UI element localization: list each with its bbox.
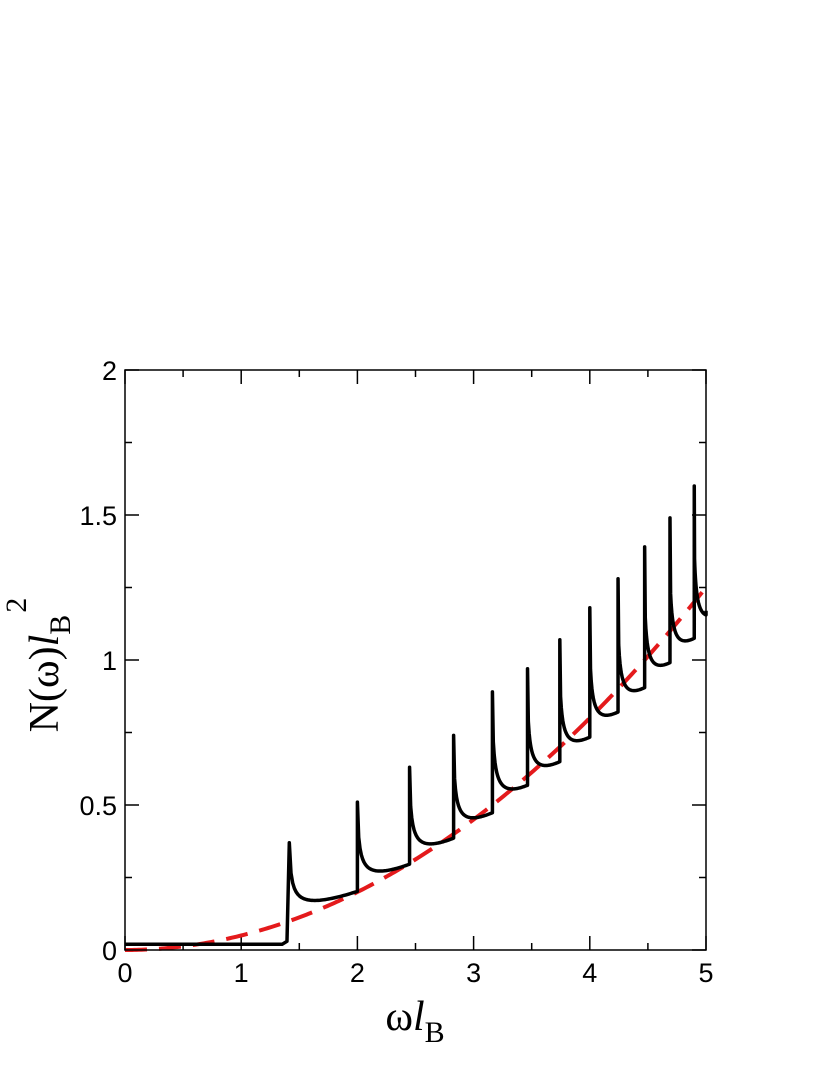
y-tick-label-0: 0 [102, 936, 117, 966]
series-black-line [125, 484, 708, 946]
y-tick-label-3: 1.5 [79, 501, 117, 531]
y-axis-label: N(ω)lB2 [0, 598, 77, 733]
x-tick-label-4: 4 [582, 958, 597, 988]
series-red-dashed-line [124, 586, 708, 952]
x-tick-label-1: 1 [234, 958, 249, 988]
x-axis-label: ωlB [385, 994, 444, 1049]
y-axis-label-italic: l [22, 635, 68, 647]
y-tick-label-4: 2 [102, 356, 117, 386]
x-axis-label-main: ω [385, 994, 413, 1040]
plot-frame [124, 369, 707, 951]
tick-labels: 0 1 2 3 4 5 0 0.5 1 1.5 2 [79, 356, 713, 988]
y-axis-label-main: N(ω) [22, 646, 68, 732]
y-tick-label-1: 0.5 [79, 791, 117, 821]
x-tick-label-3: 3 [466, 958, 481, 988]
x-axis-label-sub: B [425, 1016, 445, 1049]
x-tick-label-2: 2 [350, 958, 365, 988]
y-axis-label-sup: 2 [0, 598, 33, 613]
y-axis-label-sub: B [44, 615, 77, 635]
x-axis-label-italic: l [413, 994, 425, 1040]
series-layer [124, 484, 708, 952]
x-tick-label-5: 5 [698, 958, 713, 988]
y-tick-label-2: 1 [102, 646, 117, 676]
x-tick-label-0: 0 [117, 958, 132, 988]
